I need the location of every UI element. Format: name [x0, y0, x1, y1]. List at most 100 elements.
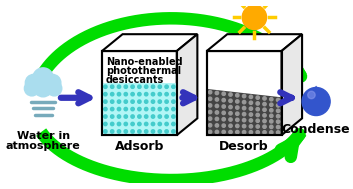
Circle shape	[172, 107, 175, 111]
Circle shape	[208, 117, 212, 120]
Circle shape	[208, 91, 212, 94]
Circle shape	[165, 122, 168, 126]
Text: atmosphere: atmosphere	[6, 141, 80, 151]
Circle shape	[236, 118, 239, 122]
Circle shape	[158, 122, 161, 126]
Circle shape	[249, 107, 253, 110]
Circle shape	[172, 100, 175, 103]
Circle shape	[144, 85, 148, 88]
Circle shape	[151, 107, 155, 111]
Circle shape	[208, 104, 212, 107]
Circle shape	[229, 118, 232, 121]
Circle shape	[158, 100, 161, 103]
Circle shape	[25, 74, 42, 91]
Circle shape	[24, 81, 39, 96]
Circle shape	[144, 115, 148, 118]
Circle shape	[222, 130, 226, 134]
Circle shape	[138, 115, 141, 118]
Circle shape	[236, 112, 239, 115]
Circle shape	[229, 93, 232, 96]
Polygon shape	[102, 34, 197, 51]
Circle shape	[229, 105, 232, 109]
Circle shape	[165, 115, 168, 118]
Circle shape	[263, 97, 266, 100]
Circle shape	[215, 98, 219, 101]
Circle shape	[208, 110, 212, 114]
Circle shape	[215, 104, 219, 108]
Circle shape	[124, 130, 127, 133]
Circle shape	[131, 115, 134, 118]
Circle shape	[229, 130, 232, 134]
Circle shape	[276, 115, 280, 118]
Circle shape	[236, 130, 239, 134]
Circle shape	[249, 119, 253, 122]
Circle shape	[222, 105, 226, 108]
Circle shape	[110, 130, 114, 133]
Circle shape	[243, 125, 246, 128]
Circle shape	[104, 115, 107, 118]
Circle shape	[243, 130, 246, 134]
Circle shape	[110, 107, 114, 111]
Circle shape	[276, 109, 280, 112]
Circle shape	[256, 102, 259, 105]
Circle shape	[249, 131, 253, 134]
Circle shape	[47, 81, 62, 96]
Circle shape	[33, 68, 53, 88]
Circle shape	[263, 125, 266, 128]
Circle shape	[208, 97, 212, 101]
Text: Desorb: Desorb	[219, 140, 269, 153]
Circle shape	[131, 100, 134, 103]
Circle shape	[117, 130, 121, 133]
Circle shape	[256, 125, 259, 128]
Polygon shape	[102, 51, 177, 135]
Circle shape	[276, 125, 280, 129]
Text: Nano-enabled: Nano-enabled	[106, 57, 183, 67]
Circle shape	[151, 92, 155, 96]
Circle shape	[229, 112, 232, 115]
Circle shape	[215, 124, 219, 127]
Circle shape	[229, 99, 232, 102]
Circle shape	[249, 101, 253, 105]
Circle shape	[151, 122, 155, 126]
Circle shape	[215, 117, 219, 121]
Circle shape	[249, 125, 253, 128]
Circle shape	[243, 119, 246, 122]
Circle shape	[124, 85, 127, 88]
Circle shape	[256, 119, 259, 122]
Circle shape	[263, 119, 266, 123]
Circle shape	[256, 113, 259, 117]
Circle shape	[172, 115, 175, 118]
Circle shape	[256, 108, 259, 111]
Circle shape	[158, 115, 161, 118]
Circle shape	[144, 92, 148, 96]
Circle shape	[117, 107, 121, 111]
Circle shape	[144, 122, 148, 126]
Circle shape	[138, 130, 141, 133]
Circle shape	[165, 130, 168, 133]
Circle shape	[151, 100, 155, 103]
Circle shape	[243, 100, 246, 104]
Circle shape	[270, 109, 273, 112]
Circle shape	[270, 114, 273, 118]
Circle shape	[138, 122, 141, 126]
Circle shape	[138, 107, 141, 111]
Circle shape	[124, 107, 127, 111]
Circle shape	[124, 122, 127, 126]
Circle shape	[222, 98, 226, 102]
Circle shape	[117, 122, 121, 126]
Circle shape	[158, 85, 161, 88]
Polygon shape	[102, 83, 177, 135]
Circle shape	[249, 95, 253, 99]
Circle shape	[110, 100, 114, 103]
Circle shape	[172, 85, 175, 88]
Circle shape	[243, 94, 246, 98]
Circle shape	[117, 100, 121, 103]
Circle shape	[131, 107, 134, 111]
Circle shape	[222, 92, 226, 95]
Circle shape	[208, 130, 212, 134]
Circle shape	[215, 130, 219, 134]
Circle shape	[104, 85, 107, 88]
Circle shape	[236, 106, 239, 109]
Circle shape	[165, 85, 168, 88]
Circle shape	[215, 91, 219, 95]
